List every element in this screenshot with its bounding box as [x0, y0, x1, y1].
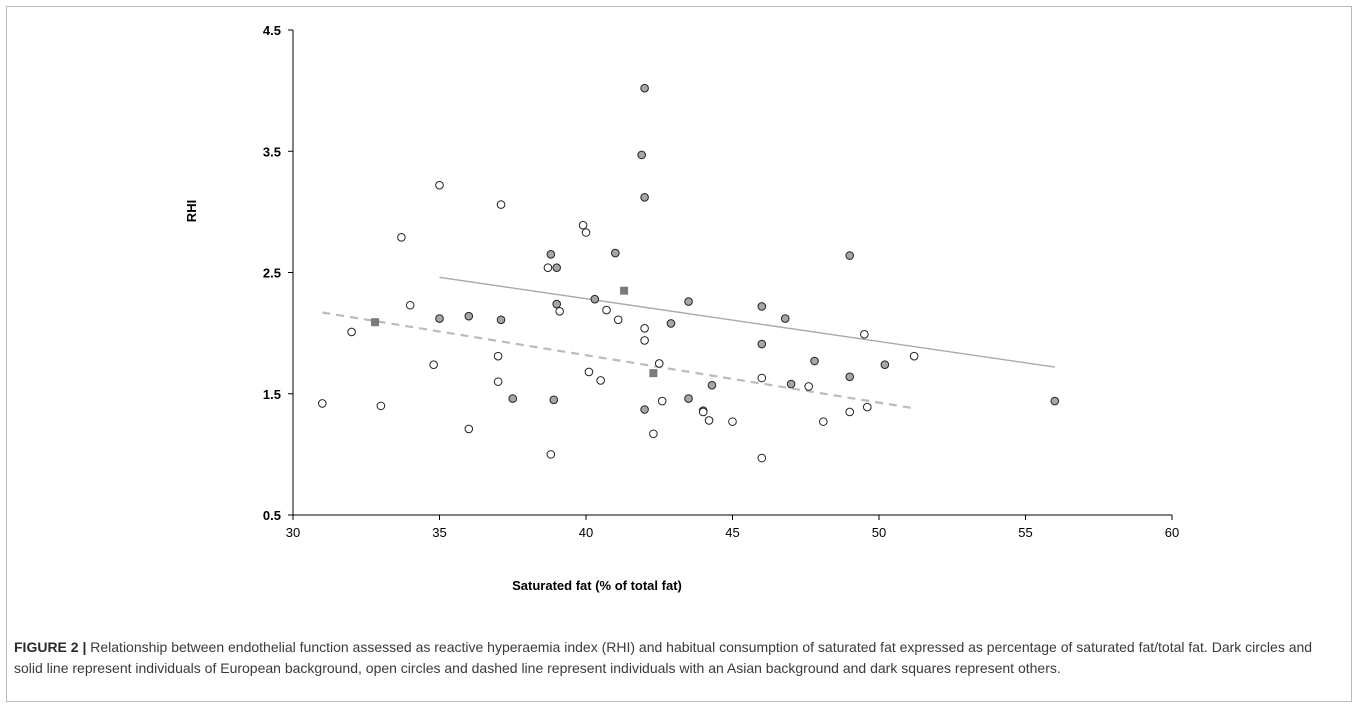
data-point-open-circle — [909, 351, 919, 361]
data-point-filled-circle — [464, 311, 474, 321]
data-point-filled-circle — [552, 263, 562, 272]
trend-lines — [322, 276, 1055, 410]
data-point-filled-circle — [552, 299, 562, 309]
data-point-open-circle — [429, 360, 438, 369]
data-point-open-circle — [804, 382, 813, 391]
data-point-open-circle — [435, 180, 444, 190]
y-tick-label: 3.5 — [263, 144, 281, 159]
data-point-filled-circle — [546, 250, 556, 259]
data-point-open-circle — [397, 233, 406, 242]
data-point-open-circle — [640, 336, 649, 345]
data-point-filled-circle — [880, 360, 890, 369]
data-point-open-circle — [596, 376, 605, 385]
y-axis-title: RHI — [184, 200, 199, 222]
x-tick-label: 40 — [579, 525, 593, 540]
x-tick-label: 50 — [872, 525, 886, 540]
data-point-open-circle — [704, 416, 714, 425]
data-point-open-circle — [757, 373, 767, 383]
data-point-open-circle — [464, 424, 474, 434]
data-point-square — [371, 318, 380, 327]
data-point-open-circle — [860, 330, 869, 339]
data-point-filled-circle — [640, 83, 649, 93]
x-tick-label: 30 — [286, 525, 300, 540]
data-point-open-circle — [613, 315, 623, 325]
y-tick-label: 4.5 — [263, 23, 281, 38]
data-point-filled-circle — [666, 319, 676, 328]
data-point-open-circle — [555, 307, 564, 316]
data-point-filled-circle — [684, 297, 693, 306]
y-tick-label: 2.5 — [263, 266, 281, 281]
caption-label: FIGURE 2 | — [14, 639, 87, 655]
data-point-filled-circle — [496, 315, 506, 325]
data-point-filled-circle — [845, 372, 855, 382]
data-point-open-circle — [546, 450, 556, 459]
y-tick-label: 0.5 — [263, 508, 281, 523]
data-point-open-circle — [405, 300, 415, 310]
data-point-open-circle — [819, 417, 828, 426]
figure-caption: FIGURE 2 | Relationship between endothel… — [14, 637, 1344, 679]
x-tick-label: 55 — [1018, 525, 1032, 540]
data-point-open-circle — [728, 417, 737, 426]
data-point-open-circle — [602, 305, 611, 315]
data-point-open-circle — [654, 359, 664, 368]
data-point-filled-circle — [757, 339, 767, 349]
caption-text: Relationship between endothelial functio… — [14, 639, 1313, 676]
data-point-filled-circle — [707, 380, 717, 390]
scatter-chart: 30 35 40 45 50 55 60 0.5 1.5 2.5 3.5 4.5 Saturated … — [184, 23, 1179, 593]
data-point-open-circle — [318, 399, 327, 408]
data-point-filled-circle — [637, 150, 646, 160]
data-point-filled-circle — [786, 379, 796, 389]
data-point-filled-circle — [640, 405, 649, 414]
data-point-open-circle — [845, 407, 855, 417]
data-point-filled-circle — [549, 395, 559, 405]
data-point-filled-circle — [780, 314, 790, 323]
data-point-square — [649, 369, 658, 378]
data-point-open-circle — [581, 228, 591, 237]
data-point-filled-circle — [1050, 396, 1060, 406]
data-point-open-circle — [657, 396, 667, 406]
data-point-open-circle — [376, 401, 386, 411]
y-tick-label: 1.5 — [263, 387, 281, 402]
trend-line-dashed — [322, 311, 915, 410]
data-point-filled-circle — [640, 193, 649, 202]
data-point-open-circle — [640, 323, 649, 333]
data-point-open-circle — [543, 263, 553, 272]
data-point-open-circle — [649, 429, 658, 439]
data-point-filled-circle — [757, 302, 767, 311]
data-point-filled-circle — [845, 251, 855, 260]
data-point-open-circle — [347, 327, 356, 337]
data-point-filled-circle — [508, 394, 518, 403]
x-tick-label: 60 — [1165, 525, 1179, 540]
data-point-filled-circle — [684, 394, 693, 403]
data-points — [318, 83, 1060, 463]
axes: 30 35 40 45 50 55 60 0.5 1.5 2.5 3.5 4.5 — [263, 23, 1179, 540]
x-tick-label: 45 — [725, 525, 739, 540]
data-point-filled-circle — [590, 294, 600, 304]
data-point-filled-circle — [810, 356, 819, 366]
data-point-open-circle — [493, 351, 503, 361]
data-point-open-circle — [493, 377, 503, 386]
data-point-square — [620, 286, 629, 295]
data-point-open-circle — [584, 367, 594, 377]
data-point-open-circle — [496, 200, 506, 209]
x-axis-title: Saturated fat (% of total fat) — [512, 578, 682, 593]
figure-frame — [6, 6, 1352, 702]
data-point-filled-circle — [435, 314, 444, 323]
data-point-open-circle — [862, 402, 872, 412]
x-tick-label: 35 — [432, 525, 446, 540]
trend-line-solid — [439, 276, 1055, 368]
data-point-filled-circle — [611, 248, 620, 258]
data-point-open-circle — [757, 453, 767, 463]
data-point-open-circle — [698, 407, 708, 417]
data-point-open-circle — [578, 220, 588, 230]
